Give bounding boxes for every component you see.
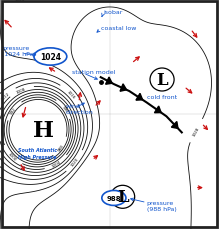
Text: 992: 992 (9, 106, 17, 115)
Text: L: L (117, 188, 129, 205)
Text: 1008: 1008 (16, 87, 27, 94)
Text: (1024 hPa): (1024 hPa) (2, 52, 36, 57)
Text: 988: 988 (58, 143, 65, 152)
Text: 1016: 1016 (65, 89, 75, 99)
Polygon shape (171, 122, 178, 129)
Text: H: H (33, 120, 54, 142)
Text: pressure: pressure (2, 46, 29, 51)
Polygon shape (154, 106, 161, 113)
Ellipse shape (111, 185, 135, 208)
Text: South Atlantic
High Pressure: South Atlantic High Pressure (18, 148, 57, 159)
Text: (988 hPa): (988 hPa) (147, 206, 177, 211)
Text: coastal low: coastal low (101, 26, 136, 31)
Text: 996: 996 (60, 105, 68, 113)
Text: 1020: 1020 (71, 156, 80, 167)
Polygon shape (136, 94, 143, 101)
Text: direction: direction (66, 110, 94, 115)
Text: 1024: 1024 (15, 0, 25, 2)
Text: 1000: 1000 (7, 151, 17, 161)
Text: L: L (156, 72, 168, 89)
Text: wind: wind (66, 104, 81, 109)
Ellipse shape (150, 69, 174, 92)
Text: isobar: isobar (103, 10, 122, 15)
Text: cold front: cold front (147, 95, 177, 100)
Text: 1004: 1004 (51, 159, 62, 168)
Ellipse shape (34, 49, 67, 66)
Text: 1012: 1012 (0, 92, 10, 101)
Text: station model: station model (72, 70, 116, 75)
Text: pressure: pressure (147, 200, 174, 205)
Polygon shape (106, 78, 112, 85)
Text: 988: 988 (107, 195, 121, 201)
Ellipse shape (102, 191, 126, 206)
Polygon shape (120, 85, 127, 92)
Text: 1024: 1024 (40, 53, 61, 62)
Text: 1028: 1028 (192, 125, 200, 136)
